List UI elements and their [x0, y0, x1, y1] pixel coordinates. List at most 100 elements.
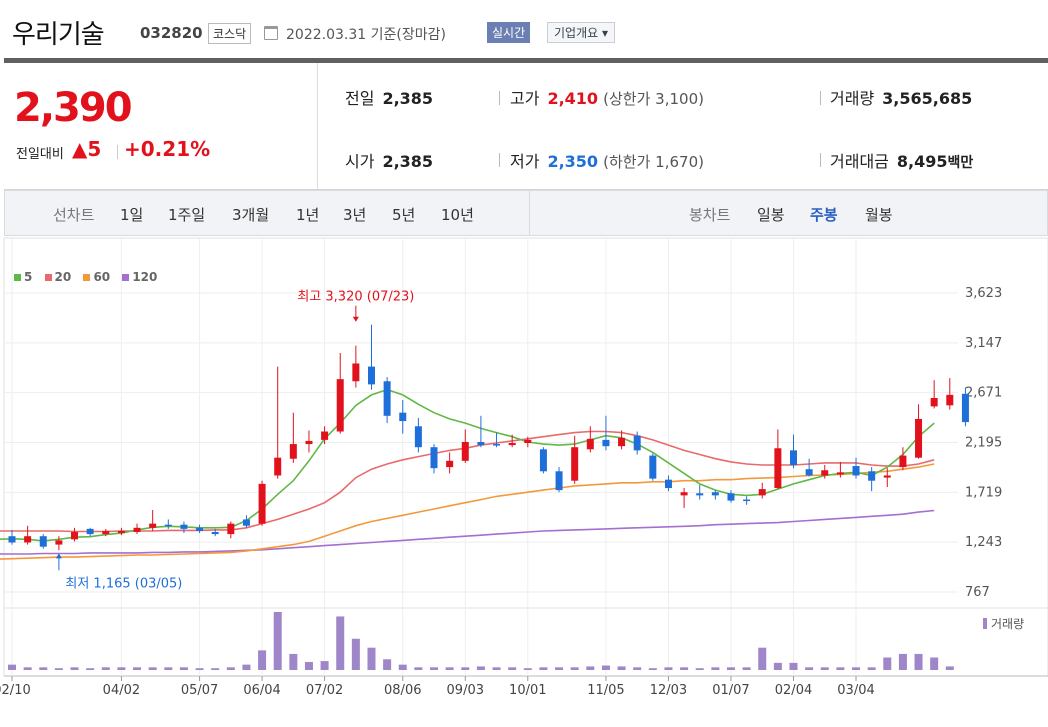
- divider: [499, 153, 500, 167]
- candle-body: [664, 479, 672, 489]
- tab-weekly[interactable]: 주봉: [810, 206, 838, 224]
- volume-bar: [836, 667, 845, 670]
- candle-body: [836, 472, 844, 475]
- volume-bar: [758, 647, 767, 670]
- calendar-icon: [264, 26, 278, 40]
- tab-3m[interactable]: 3개월: [232, 206, 270, 224]
- volume-bar: [945, 666, 954, 670]
- volume-bar: [414, 667, 423, 670]
- candle-body: [727, 493, 735, 501]
- candle-body: [430, 447, 438, 469]
- volume-frame: [3, 607, 1048, 677]
- volume-bar: [23, 667, 32, 670]
- tab-10y[interactable]: 10년: [441, 206, 474, 224]
- candle-body: [539, 449, 547, 472]
- candle-body: [102, 530, 110, 535]
- divider: [499, 91, 500, 105]
- candle-body: [305, 440, 313, 445]
- realtime-button[interactable]: 실시간: [487, 22, 531, 43]
- tab-1w[interactable]: 1주일: [168, 206, 206, 224]
- chart-tabs: 선차트 1일 1주일 3개월 1년 3년 5년 10년 봉차트 일봉 주봉 월봉: [4, 190, 1048, 236]
- tab-5y[interactable]: 5년: [392, 206, 416, 224]
- volume-bar: [726, 667, 735, 670]
- volume-bar: [711, 667, 720, 670]
- volume-bar: [523, 668, 532, 670]
- company-overview-dropdown[interactable]: 기업개요 ▾: [547, 22, 615, 43]
- volume-bar: [898, 653, 907, 670]
- candle-body: [24, 536, 32, 543]
- candle-body: [805, 469, 813, 476]
- volume-bar: [445, 667, 454, 670]
- volume-bar: [617, 666, 626, 670]
- line-chart-label: 선차트: [53, 206, 95, 224]
- stock-header: 우리기술 032820 코스닥 2022.03.31 기준(장마감) 실시간 기…: [0, 0, 1048, 62]
- volume-bar: [586, 666, 595, 670]
- candle-body: [961, 393, 969, 423]
- tab-daily[interactable]: 일봉: [757, 206, 785, 224]
- volume-bar: [211, 668, 220, 670]
- x-tick-label: 07/02: [306, 683, 343, 698]
- volume-bar: [133, 667, 142, 670]
- candle-body: [399, 412, 407, 422]
- candle-chart-label: 봉차트: [689, 206, 731, 224]
- price-panel: 2,390 전일대비 ▲5 +0.21% 전일 2,385 시가 2,385 고가 2…: [4, 63, 1048, 190]
- candle-body: [680, 492, 688, 496]
- volume-bar: [117, 667, 126, 670]
- volume-bar: [914, 653, 923, 670]
- candle-body: [180, 524, 188, 529]
- volume-bar: [258, 650, 267, 670]
- volume-bar: [101, 667, 110, 670]
- tab-1d[interactable]: 1일: [120, 206, 144, 224]
- volume-bar: [773, 662, 782, 670]
- x-tick-label: 12/03: [650, 683, 687, 698]
- tab-1y[interactable]: 1년: [296, 206, 320, 224]
- volume-bar: [664, 667, 673, 670]
- legend-ma5: 5: [14, 270, 32, 284]
- tab-monthly[interactable]: 월봉: [865, 206, 893, 224]
- y-tick-label: 2,195: [965, 436, 1002, 451]
- candle-body: [196, 527, 204, 531]
- volume-bar: [179, 667, 188, 670]
- x-tick-label: 04/02: [103, 683, 140, 698]
- volume-bar: [273, 612, 282, 670]
- volume-bar: [539, 667, 548, 670]
- volume-bar: [367, 647, 376, 670]
- candle-body: [883, 475, 891, 478]
- trade-volume: 거래량 3,565,685: [830, 89, 973, 108]
- compare-percent: +0.21%: [124, 137, 211, 161]
- candle-body: [790, 450, 797, 466]
- candle-body: [8, 536, 16, 543]
- volume-bar: [570, 667, 579, 670]
- y-tick-label: 1,719: [965, 485, 1002, 500]
- candle-body: [586, 438, 594, 450]
- volume-bar: [852, 667, 861, 670]
- x-tick-label: 08/06: [384, 683, 421, 698]
- volume-bar: [148, 667, 157, 670]
- candle-body: [602, 439, 610, 447]
- divider: [117, 145, 118, 159]
- candle-body: [821, 470, 829, 476]
- candle-body: [930, 398, 938, 407]
- candle-body: [39, 536, 47, 547]
- y-tick-label: 767: [965, 585, 990, 600]
- header-divider: [4, 58, 1048, 63]
- candle-body: [774, 448, 782, 489]
- base-date: 2022.03.31 기준(장마감): [286, 27, 446, 43]
- candle-body: [352, 363, 360, 382]
- stock-name: 우리기술: [12, 20, 105, 50]
- candle-body: [915, 418, 923, 458]
- candle-body: [508, 443, 516, 446]
- volume-bar: [820, 667, 829, 670]
- candle-body: [149, 523, 157, 528]
- volume-bar: [320, 661, 329, 670]
- volume-bar: [742, 667, 751, 670]
- candle-body: [258, 483, 266, 524]
- tab-3y[interactable]: 3년: [343, 206, 367, 224]
- volume-bar: [39, 667, 48, 670]
- candle-body: [649, 455, 657, 479]
- volume-bar: [289, 653, 298, 670]
- high-arrow-head: [352, 316, 359, 322]
- volume-legend-swatch: [983, 618, 987, 629]
- volume-bar: [8, 664, 16, 670]
- volume-bar: [164, 667, 173, 670]
